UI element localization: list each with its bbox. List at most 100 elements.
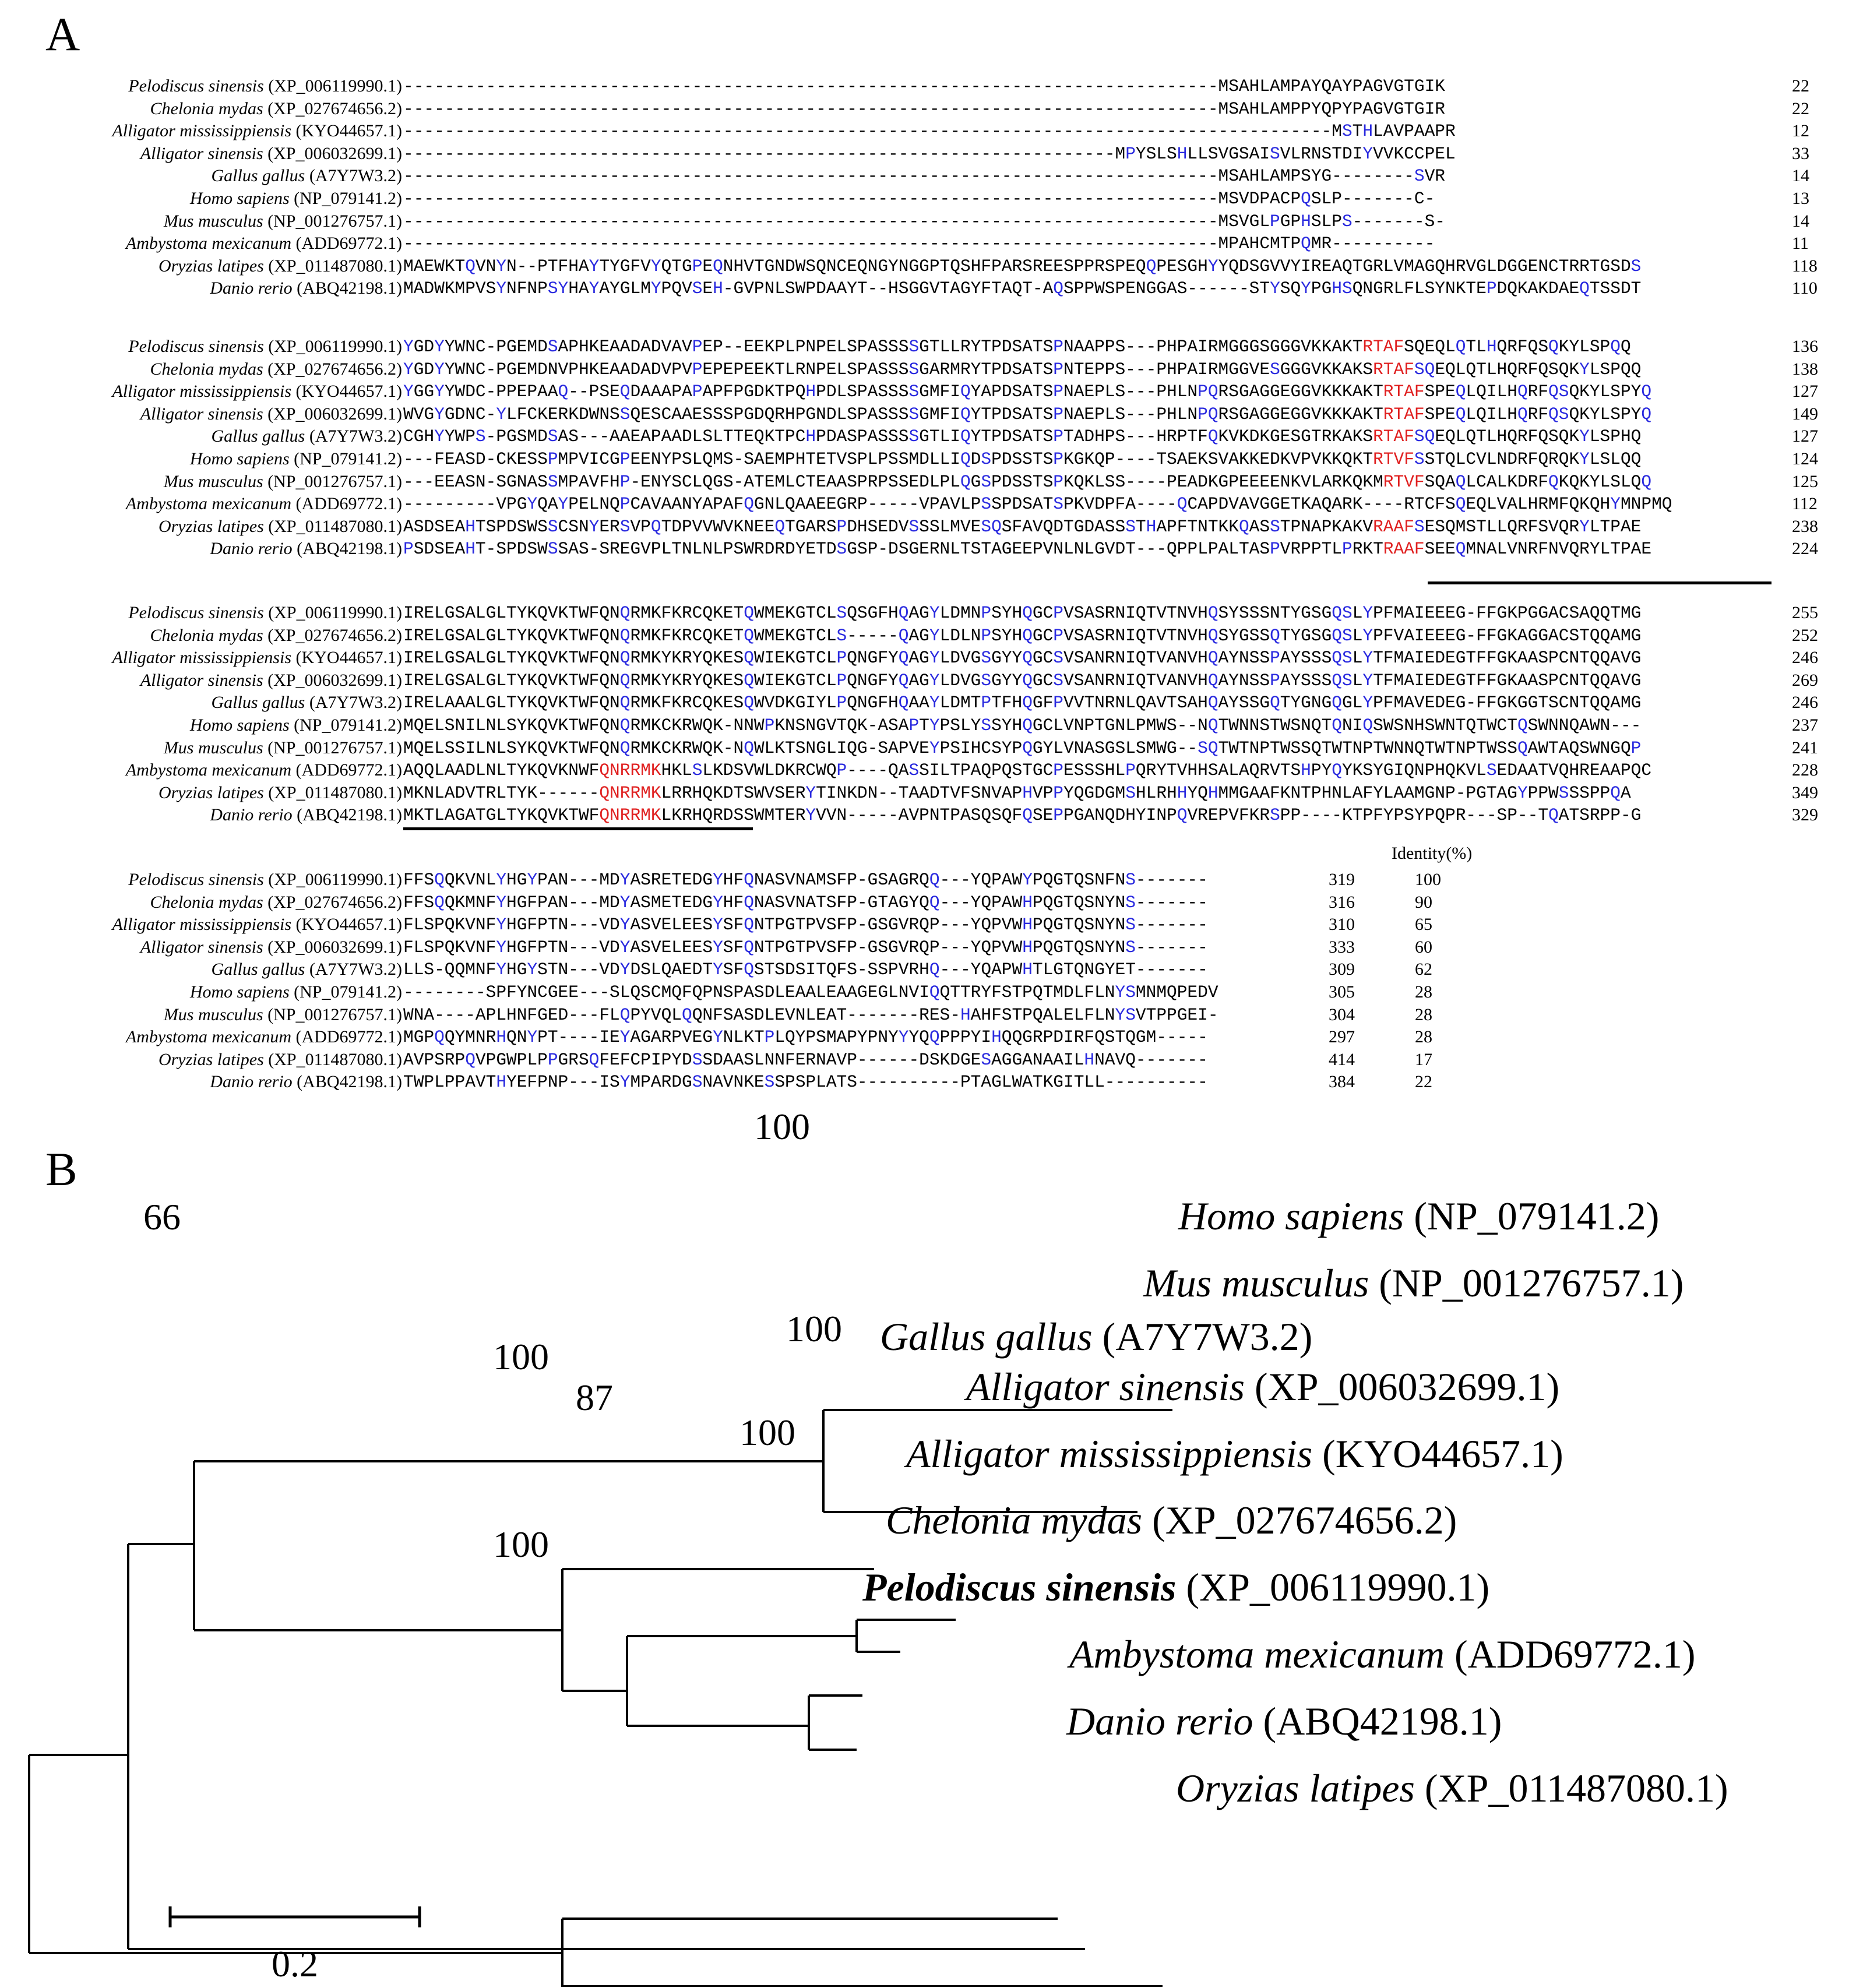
residue-count: 13 (1792, 189, 1809, 208)
tree-branches (28, 1409, 1172, 1987)
residue-count: 22 (1792, 98, 1809, 118)
accession: (XP_006032699.1) (267, 670, 402, 690)
bootstrap-value: 100 (754, 1113, 810, 1147)
bootstrap-value: 66 (143, 1196, 181, 1238)
accession: (XP_006032699.1) (267, 143, 402, 163)
sequence-name: Alligator sinensis (XP_006032699.1) (0, 669, 402, 692)
sequence-name: Danio rerio (ABQ42198.1) (0, 803, 402, 827)
sequence-name: Danio rerio (ABQ42198.1) (0, 1070, 402, 1094)
sequence-name: Homo sapiens (NP_079141.2) (0, 714, 402, 737)
sequence-name: Gallus gallus (A7Y7W3.2) (0, 691, 403, 714)
sequence-name: Danio rerio (ABQ42198.1) (0, 537, 402, 561)
sequence-name: Danio rerio (ABQ42198.1) (0, 277, 402, 300)
species-name: Ambystoma mexicanum (125, 760, 292, 780)
taxon-label-chelonia-mydas: Chelonia mydas (XP_027674656.2) (886, 1498, 1457, 1542)
residue-count: 316 (1329, 892, 1355, 912)
sequence-row: TWPLPPAVTHYEFPNP---ISYMPARDGSNAVNKESSPSP… (403, 1072, 1208, 1092)
sequence-name: Alligator sinensis (XP_006032699.1) (0, 936, 402, 959)
accession: (ABQ42198.1) (297, 539, 402, 559)
accession: (NP_079141.2) (294, 715, 402, 735)
sequence-row: MQELSSILNLSYKQVKTWFQNQRMKCKRWQK-NQWLKTSN… (403, 738, 1642, 758)
sequence-row: IRELGSALGLTYKQVKTWFQNQRMKFKRCQKETQWMEKGT… (403, 603, 1642, 623)
residue-count: 118 (1792, 256, 1818, 276)
residue-count: 304 (1329, 1004, 1355, 1024)
taxon-label-alligator-mississippiensis: Alligator mississippiensis (KYO44657.1) (904, 1432, 1563, 1476)
accession: (NP_001276757.1) (267, 738, 402, 757)
accession: (XP_011487080.1) (268, 256, 402, 276)
accession: (ADD69772.1) (295, 494, 402, 514)
sequence-row: ---------VPGYQAYPELNQPCAVAANYAPAFQGNLQAA… (403, 494, 1672, 514)
residue-count: 124 (1792, 449, 1818, 468)
residue-count: 269 (1792, 670, 1818, 690)
residue-count: 255 (1792, 603, 1818, 622)
identity-percent: 62 (1415, 960, 1432, 979)
accession: (XP_006119990.1) (268, 76, 402, 96)
accession: (A7Y7W3.2) (309, 426, 402, 446)
sequence-name: Alligator mississippiensis (KYO44657.1) (0, 380, 402, 403)
sequence-name: Oryzias latipes (XP_011487080.1) (0, 255, 402, 278)
residue-count: 125 (1792, 471, 1818, 491)
residue-count: 237 (1792, 715, 1818, 735)
residue-count: 110 (1792, 279, 1818, 298)
species-name: Gallus gallus (211, 693, 305, 713)
sequence-row: MGPQQYMNRHQNYPT----IEYAGARPVEGYNLKTPLQYP… (403, 1027, 1208, 1048)
identity-percent: 28 (1415, 1004, 1432, 1024)
species-name: Alligator mississippiensis (112, 915, 292, 935)
accession: (ABQ42198.1) (297, 805, 402, 825)
identity-header: Identity(%) (1392, 844, 1473, 863)
sequence-row: LLS-QQMNFYHGYSTN---VDYDSLQAEDTYSFQSTSDSI… (403, 960, 1208, 980)
species-name: Ambystoma mexicanum (125, 494, 292, 514)
accession: (KYO44657.1) (295, 915, 402, 935)
species-name: Alligator sinensis (140, 404, 263, 424)
species-name: Chelonia mydas (150, 98, 263, 118)
species-name: Homo sapiens (189, 982, 290, 1002)
identity-percent: 90 (1415, 892, 1432, 912)
species-name: Ambystoma mexicanum (125, 1027, 292, 1047)
sequence-row: MKNLADVTRLTYK------QNRRMKLRRHQKDTSWVSERY… (403, 782, 1631, 803)
sequence-name: Oryzias latipes (XP_011487080.1) (0, 1048, 402, 1071)
sequence-row: PSDSEAHT-SPDSWSSAS-SREGVPLTNLNLPSWRDRDYE… (403, 539, 1652, 559)
accession: (XP_006119990.1) (268, 603, 402, 622)
taxon-label-gallus-gallus: Gallus gallus (A7Y7W3.2) (880, 1314, 1312, 1359)
sequence-row: FFSQQKMNFYHGFPAN---MDYASMETEDGYHFQNASVNA… (403, 892, 1208, 912)
species-name: Alligator sinensis (140, 670, 263, 690)
residue-count: 22 (1792, 76, 1809, 96)
sequence-row: ----------------------------------------… (403, 143, 1456, 164)
sequence-row: FLSPQKVNFYHGFPTN---VDYASVELEESYSFQNTPGTP… (403, 915, 1208, 935)
species-name: Mus musculus (163, 1004, 263, 1024)
sequence-row: CGHYYWPS-PGSMDSAS---AAEAPAADLSLTTEQKTPCH… (403, 426, 1642, 447)
sequence-row: MAEWKTQVNYN--PTFHAYTYGFVYQTGPEQNHVTGNDWS… (403, 256, 1642, 276)
accession: (XP_011487080.1) (268, 1049, 402, 1069)
residue-count: 333 (1329, 937, 1355, 957)
residue-count: 252 (1792, 625, 1818, 645)
sequence-name: Ambystoma mexicanum (ADD69772.1) (0, 759, 402, 782)
sequence-name: Mus musculus (NP_001276757.1) (0, 736, 402, 760)
species-name: Alligator mississippiensis (112, 648, 292, 668)
accession: (NP_079141.2) (294, 449, 402, 468)
accession: (NP_001276757.1) (267, 1004, 402, 1024)
accession: (NP_001276757.1) (267, 211, 402, 231)
species-name: Chelonia mydas (150, 359, 263, 379)
homeodomain-underline (403, 827, 753, 830)
residue-count: 319 (1329, 870, 1355, 889)
species-name: Homo sapiens (189, 715, 290, 735)
residue-count: 238 (1792, 516, 1818, 536)
bootstrap-value: 100 (493, 1524, 549, 1565)
residue-count: 329 (1792, 805, 1818, 825)
sequence-row: ----------------------------------------… (403, 211, 1445, 231)
accession: (NP_079141.2) (294, 982, 402, 1002)
species-name: Alligator sinensis (140, 143, 263, 163)
species-name: Oryzias latipes (158, 516, 264, 536)
species-name: Danio rerio (210, 1072, 293, 1092)
residue-count: 241 (1792, 738, 1818, 757)
species-name: Oryzias latipes (158, 782, 264, 802)
identity-percent: 60 (1415, 937, 1432, 957)
accession: (KYO44657.1) (295, 648, 402, 668)
species-name: Danio rerio (210, 805, 293, 825)
taxon-labels: Homo sapiens (NP_079141.2) Mus musculus … (862, 1194, 1728, 1810)
accession: (XP_027674656.2) (267, 625, 402, 645)
species-name: Mus musculus (163, 471, 263, 491)
accession: (XP_006119990.1) (268, 337, 402, 356)
sequence-name: Homo sapiens (NP_079141.2) (0, 981, 402, 1004)
sequence-name: Ambystoma mexicanum (ADD69772.1) (0, 232, 402, 255)
